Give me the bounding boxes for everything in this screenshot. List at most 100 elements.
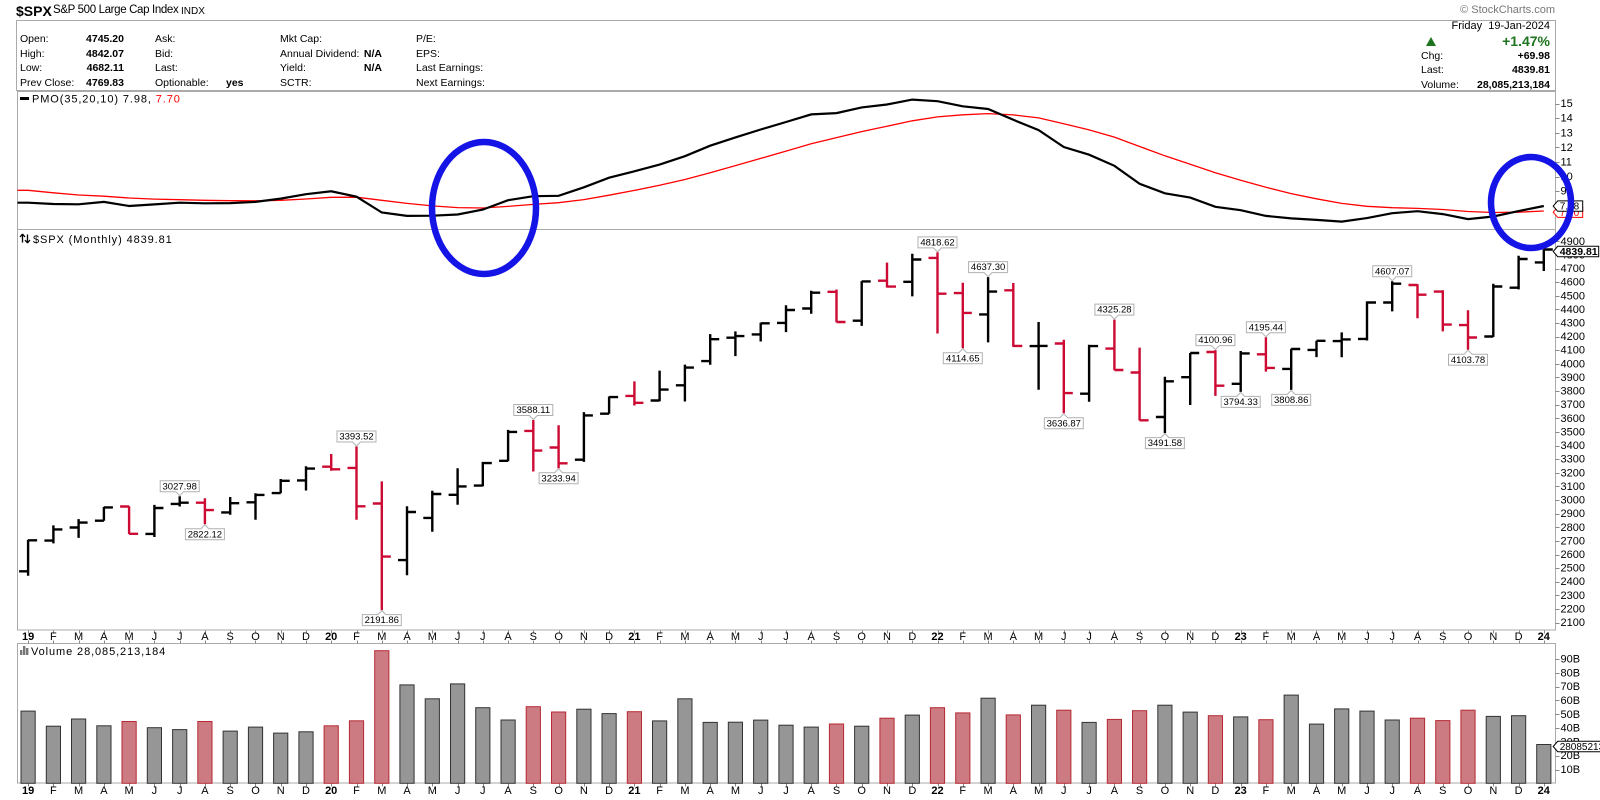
svg-text:$SPX (Monthly) 4839.81: $SPX (Monthly) 4839.81: [33, 234, 173, 246]
svg-text:3300: 3300: [1561, 454, 1585, 466]
svg-text:4607.07: 4607.07: [1375, 266, 1409, 277]
svg-text:M: M: [680, 785, 689, 797]
svg-text:N: N: [1186, 631, 1194, 643]
svg-text:J: J: [480, 785, 486, 797]
svg-text:J: J: [1061, 631, 1067, 643]
svg-text:M: M: [428, 631, 437, 643]
svg-text:J: J: [480, 631, 486, 643]
svg-text:O: O: [554, 785, 563, 797]
svg-text:M: M: [74, 785, 83, 797]
svg-text:D: D: [302, 785, 310, 797]
svg-text:N: N: [580, 631, 588, 643]
svg-text:A: A: [707, 631, 715, 643]
svg-text:A: A: [1111, 631, 1119, 643]
svg-text:M: M: [984, 631, 993, 643]
svg-text:2500: 2500: [1561, 563, 1585, 575]
svg-text:4600: 4600: [1561, 277, 1585, 289]
svg-text:24: 24: [1538, 785, 1551, 797]
svg-text:F: F: [656, 631, 663, 643]
svg-text:A: A: [1313, 631, 1321, 643]
svg-text:O: O: [1464, 785, 1473, 797]
svg-text:28085213184: 28085213184: [1560, 742, 1600, 753]
svg-text:O: O: [1464, 631, 1473, 643]
svg-text:J: J: [1086, 631, 1092, 643]
svg-text:M: M: [125, 785, 134, 797]
svg-text:D: D: [1211, 631, 1219, 643]
svg-text:S: S: [1136, 785, 1143, 797]
svg-text:S: S: [1439, 631, 1446, 643]
svg-text:20B: 20B: [1561, 750, 1581, 762]
svg-text:3393.52: 3393.52: [339, 432, 373, 443]
svg-text:21: 21: [628, 631, 640, 643]
svg-text:J: J: [455, 785, 461, 797]
svg-text:J: J: [1364, 785, 1370, 797]
svg-text:4500: 4500: [1561, 290, 1585, 302]
svg-text:2900: 2900: [1561, 508, 1585, 520]
svg-text:J: J: [152, 785, 158, 797]
svg-text:3700: 3700: [1561, 399, 1585, 411]
svg-text:60B: 60B: [1561, 695, 1581, 707]
svg-text:23: 23: [1235, 631, 1247, 643]
svg-text:4400: 4400: [1561, 304, 1585, 316]
svg-text:4300: 4300: [1561, 318, 1585, 330]
svg-text:A: A: [1313, 785, 1321, 797]
svg-text:3588.11: 3588.11: [516, 405, 550, 416]
svg-text:10B: 10B: [1561, 764, 1581, 776]
svg-text:J: J: [1389, 785, 1395, 797]
svg-text:S: S: [227, 631, 234, 643]
svg-text:4103.78: 4103.78: [1451, 355, 1485, 366]
svg-text:S: S: [530, 785, 537, 797]
svg-text:A: A: [504, 631, 512, 643]
svg-text:PMO(35,20,10) 7.98, 7.70: PMO(35,20,10) 7.98, 7.70: [32, 94, 181, 106]
svg-text:M: M: [731, 785, 740, 797]
svg-text:4818.62: 4818.62: [920, 238, 954, 249]
svg-text:4114.65: 4114.65: [946, 353, 980, 364]
svg-text:M: M: [731, 631, 740, 643]
svg-text:J: J: [1364, 631, 1370, 643]
svg-text:2191.86: 2191.86: [365, 615, 399, 626]
svg-text:2100: 2100: [1561, 617, 1585, 629]
svg-text:A: A: [1010, 631, 1018, 643]
svg-text:3100: 3100: [1561, 481, 1585, 493]
svg-text:M: M: [984, 785, 993, 797]
svg-text:N: N: [1489, 785, 1497, 797]
svg-text:A: A: [808, 631, 816, 643]
svg-text:M: M: [1034, 785, 1043, 797]
svg-text:22: 22: [931, 631, 943, 643]
svg-text:3000: 3000: [1561, 495, 1585, 507]
svg-text:3794.33: 3794.33: [1224, 397, 1258, 408]
svg-text:J: J: [1061, 785, 1067, 797]
svg-text:O: O: [1161, 785, 1170, 797]
svg-text:O: O: [857, 785, 866, 797]
svg-text:80B: 80B: [1561, 667, 1581, 679]
svg-text:A: A: [707, 785, 715, 797]
svg-text:3027.98: 3027.98: [163, 481, 197, 492]
svg-text:N: N: [1489, 631, 1497, 643]
svg-text:F: F: [959, 631, 966, 643]
svg-text:F: F: [353, 785, 360, 797]
svg-text:2822.12: 2822.12: [188, 529, 222, 540]
svg-text:A: A: [201, 785, 209, 797]
svg-text:4100.96: 4100.96: [1198, 335, 1232, 346]
svg-text:A: A: [100, 785, 108, 797]
svg-text:11: 11: [1561, 157, 1572, 169]
svg-text:N: N: [277, 631, 285, 643]
svg-text:4000: 4000: [1561, 358, 1585, 370]
svg-text:2300: 2300: [1561, 590, 1585, 602]
svg-text:14: 14: [1561, 113, 1573, 125]
svg-text:A: A: [403, 631, 411, 643]
svg-text:Volume 28,085,213,184: Volume 28,085,213,184: [31, 646, 166, 658]
svg-text:3800: 3800: [1561, 386, 1585, 398]
svg-text:O: O: [857, 631, 866, 643]
svg-text:19: 19: [22, 631, 34, 643]
svg-text:4900: 4900: [1561, 236, 1585, 248]
svg-text:M: M: [377, 631, 386, 643]
svg-text:M: M: [74, 631, 83, 643]
svg-text:O: O: [1161, 631, 1170, 643]
svg-text:3233.94: 3233.94: [541, 473, 575, 484]
svg-text:3900: 3900: [1561, 372, 1585, 384]
svg-text:2600: 2600: [1561, 549, 1585, 561]
svg-text:M: M: [1287, 785, 1296, 797]
svg-text:O: O: [554, 631, 563, 643]
svg-text:19: 19: [22, 785, 34, 797]
